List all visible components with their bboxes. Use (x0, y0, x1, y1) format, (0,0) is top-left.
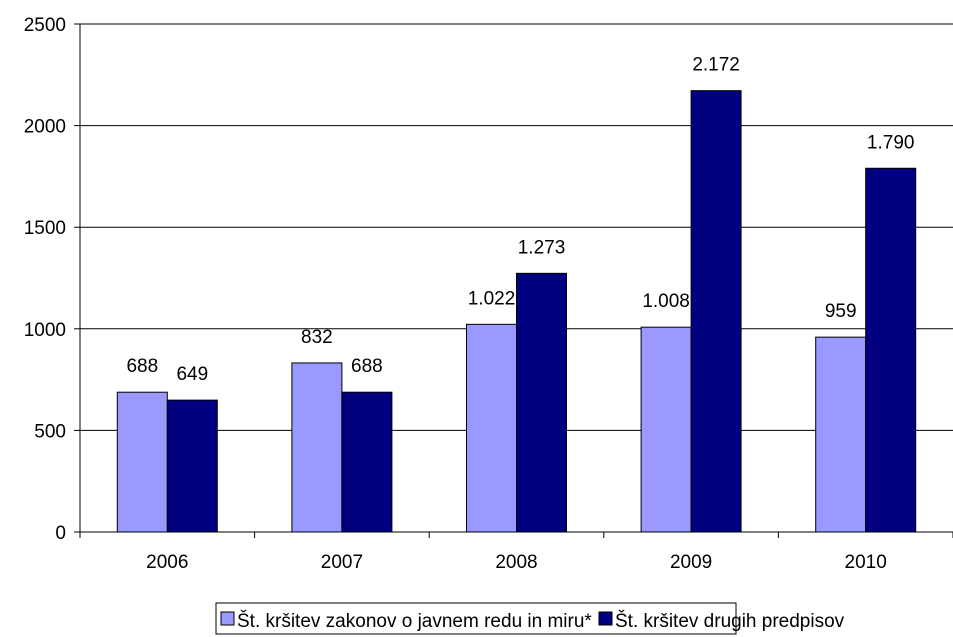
legend-label-series-1: Št. kršitev zakonov o javnem redu in mir… (237, 610, 592, 632)
tick-labels: 0 500 1000 1500 2000 2500 2006 2007 2008 2009 2010 (24, 15, 887, 573)
data-label-series-1: 832 (301, 327, 333, 348)
bar-series-1 (291, 362, 343, 533)
y-tick-label: 500 (34, 421, 66, 442)
legend-swatch-series-2 (598, 611, 613, 626)
y-tick-label: 1500 (24, 218, 66, 239)
data-label-series-2: 1.273 (518, 237, 566, 258)
legend-label-series-2: Št. kršitev drugih predpisov (615, 610, 845, 632)
x-tick-label: 2006 (146, 552, 188, 573)
data-label-series-2: 688 (351, 356, 383, 377)
data-label-series-1: 1.022 (468, 288, 516, 309)
x-tick-label: 2009 (670, 552, 712, 573)
y-tick-label: 0 (55, 523, 66, 544)
data-label-series-2: 1.790 (867, 132, 915, 153)
bar-series-2 (166, 399, 218, 533)
bar-series-2 (341, 391, 393, 533)
bar-series-1 (640, 326, 692, 533)
data-labels: 688 832 1.022 1.008 959 649 688 1.273 2.172 1.790 (126, 55, 914, 385)
y-tick-label: 2500 (24, 15, 66, 36)
legend-box (215, 602, 737, 635)
legend-swatch-series-1 (220, 611, 235, 626)
bar-series-2 (690, 90, 742, 533)
legend: Št. kršitev zakonov o javnem redu in mir… (215, 602, 845, 635)
bar-series-1 (116, 391, 168, 533)
bars (116, 90, 917, 533)
bar-series-2 (516, 272, 567, 533)
data-label-series-1: 1.008 (642, 291, 690, 312)
x-tick-label: 2008 (495, 552, 537, 573)
x-tick-label: 2007 (321, 552, 363, 573)
y-tick-label: 2000 (24, 117, 66, 138)
bar-series-1 (815, 336, 867, 533)
x-tick-label: 2010 (845, 552, 887, 573)
axes (74, 23, 953, 538)
data-label-series-2: 649 (176, 364, 208, 385)
bar-series-2 (865, 167, 917, 533)
gridlines (80, 23, 953, 431)
data-label-series-1: 688 (126, 356, 158, 377)
data-label-series-2: 2.172 (692, 55, 740, 76)
bar-series-1 (466, 323, 517, 533)
y-tick-label: 1000 (24, 320, 66, 341)
data-label-series-1: 959 (825, 301, 857, 322)
